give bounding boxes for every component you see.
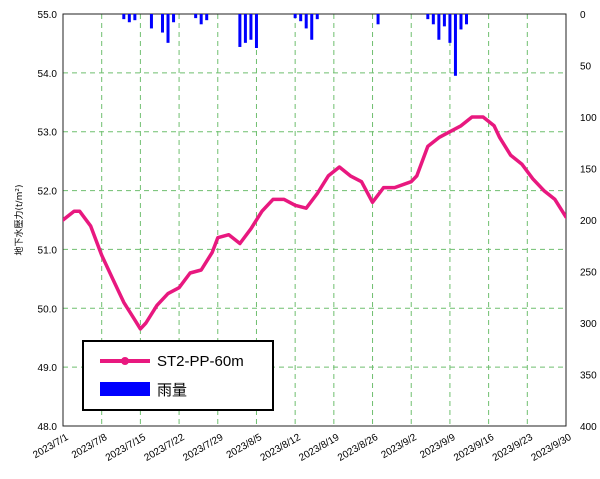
y-right-tick-label: 200	[580, 216, 597, 227]
x-tick-label: 2023/8/5	[225, 432, 265, 461]
x-tick-label: 2023/9/16	[452, 432, 496, 464]
rain-bar	[299, 14, 303, 22]
x-axis-ticks: 2023/7/1 2023/7/82023/7/152023/7/222023/7…	[31, 432, 574, 464]
series-line	[63, 115, 566, 331]
y-left-tick-label: 51.0	[38, 245, 58, 256]
y-right-tick-label: 400	[580, 422, 597, 433]
left-axis-ticks: 55.0 54.0 53.0 52.0 51.0 50.0 49.0 48.0	[38, 10, 58, 433]
x-tick-label: 2023/7/29	[181, 432, 225, 464]
x-tick-label: 2023/7/15	[104, 432, 148, 464]
y-left-tick-label: 52.0	[38, 187, 58, 198]
y-right-tick-label: 300	[580, 319, 597, 330]
legend-line-marker	[121, 357, 129, 365]
rain-bar	[254, 14, 258, 48]
y-right-tick-label: 50	[580, 62, 592, 73]
legend-label-series: ST2-PP-60m	[157, 353, 244, 370]
right-axis-ticks: 0 50 100 150 200 250 300 350 400	[580, 10, 597, 433]
groundwater-line	[63, 115, 566, 331]
legend-box	[82, 340, 274, 411]
rain-bar	[315, 14, 319, 20]
rain-bar	[293, 14, 297, 19]
rain-bar	[310, 14, 314, 40]
rain-bar	[437, 14, 441, 40]
y-left-tick-label: 55.0	[38, 10, 58, 21]
y-left-tick-label: 53.0	[38, 128, 58, 139]
rain-bar	[448, 14, 452, 43]
rain-bar	[249, 14, 253, 40]
legend-bar-swatch	[100, 382, 150, 396]
y-left-tick-label: 48.0	[38, 422, 58, 433]
x-tick-label: 2023/8/19	[297, 432, 341, 464]
rain-bar	[172, 14, 176, 23]
y-right-tick-label: 350	[580, 371, 597, 382]
x-tick-label: 2023/7/1	[31, 432, 71, 461]
rain-bar	[149, 14, 153, 29]
legend-label-rain: 雨量	[157, 382, 187, 399]
rain-bar	[465, 14, 469, 25]
rainfall-bars	[122, 14, 469, 76]
y-axis-title: 地下水壓力(t/m²)	[13, 185, 25, 256]
rain-bar	[238, 14, 242, 47]
rain-bar	[166, 14, 170, 43]
x-tick-label: 2023/9/23	[491, 432, 535, 464]
rain-bar	[194, 14, 198, 19]
y-right-tick-label: 250	[580, 268, 597, 279]
y-left-tick-label: 54.0	[38, 69, 58, 80]
rain-bar	[199, 14, 203, 25]
x-tick-label: 2023/7/8	[70, 432, 110, 461]
rain-bar	[243, 14, 247, 43]
x-tick-label: 2023/7/22	[143, 432, 187, 464]
legend: ST2-PP-60m 雨量	[82, 340, 274, 411]
rain-bar	[122, 14, 126, 20]
rain-bar	[127, 14, 131, 23]
y-right-tick-label: 150	[580, 165, 597, 176]
x-tick-label: 2023/9/9	[418, 432, 458, 461]
y-right-tick-label: 0	[580, 10, 586, 21]
rain-bar	[376, 14, 380, 25]
rain-bar	[426, 14, 430, 20]
x-tick-label: 2023/9/2	[380, 432, 420, 461]
y-left-tick-label: 50.0	[38, 304, 58, 315]
x-tick-label: 2023/9/30	[529, 432, 573, 464]
rain-bar	[160, 14, 164, 33]
y-right-tick-label: 100	[580, 113, 597, 124]
rain-bar	[205, 14, 209, 21]
rain-bar	[459, 14, 463, 30]
y-left-tick-label: 49.0	[38, 363, 58, 374]
rain-bar	[133, 14, 137, 21]
rain-bar	[304, 14, 308, 29]
rain-bar	[442, 14, 446, 27]
rain-bar	[431, 14, 435, 25]
rain-bar	[453, 14, 457, 76]
x-tick-label: 2023/8/26	[336, 432, 380, 464]
x-tick-label: 2023/8/12	[259, 432, 303, 464]
